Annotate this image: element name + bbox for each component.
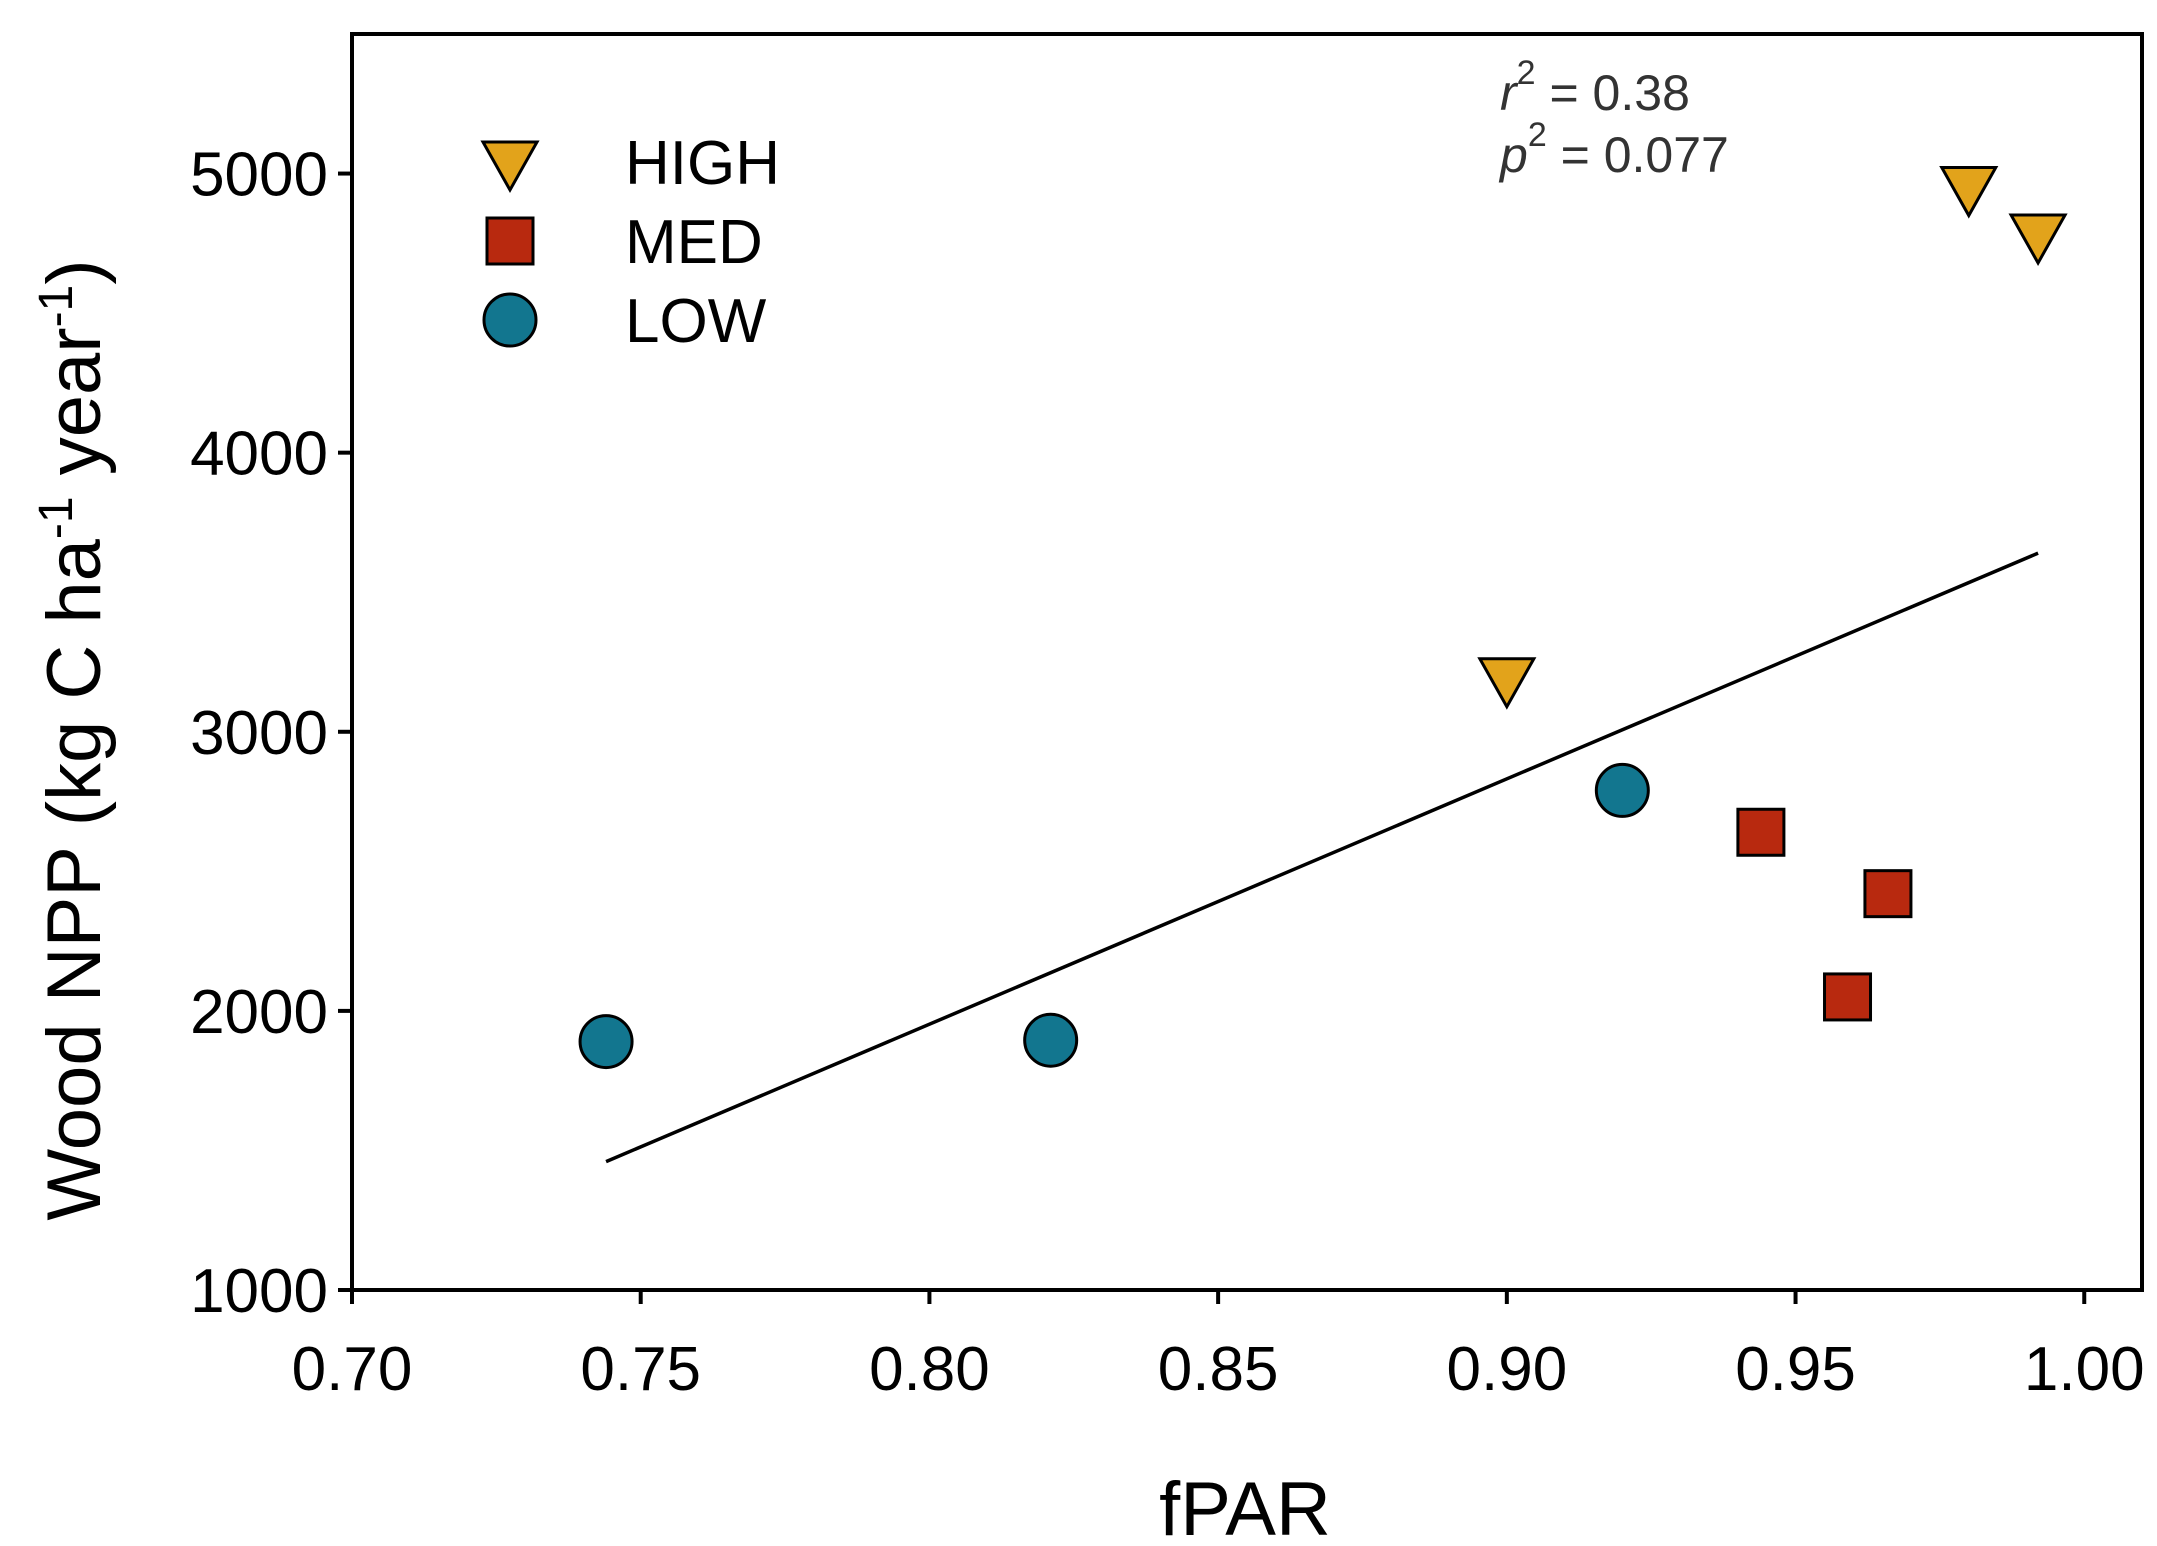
data-point-low — [1023, 1012, 1079, 1068]
p-squared-label: p2 = 0.077 — [1498, 116, 1729, 183]
y-tick-label: 2000 — [190, 978, 328, 1047]
data-point-med — [1736, 807, 1786, 857]
legend-label-low: LOW — [625, 287, 767, 356]
legend-marker-high — [480, 140, 540, 194]
r-sup: 2 — [1517, 54, 1536, 92]
legend: HIGH MED LOW — [480, 129, 780, 356]
data-point-high — [2008, 213, 2068, 267]
p-symbol: p — [1498, 127, 1528, 183]
y-axis: 1000 2000 3000 4000 5000 — [190, 141, 352, 1326]
x-tick-label: 0.95 — [1735, 1335, 1856, 1404]
r-symbol: r — [1500, 65, 1519, 121]
data-point-high — [1477, 657, 1537, 710]
y-axis-title-sup2: -1 — [30, 285, 83, 328]
data-point-high — [1939, 166, 1999, 219]
p-value: = 0.077 — [1547, 127, 1729, 183]
x-tick-label: 0.70 — [292, 1335, 413, 1404]
x-tick-label: 1.00 — [2024, 1335, 2145, 1404]
y-tick-label: 5000 — [190, 141, 328, 210]
y-tick-label: 3000 — [190, 699, 328, 768]
r-value: = 0.38 — [1536, 65, 1690, 121]
x-tick-label: 0.90 — [1447, 1335, 1568, 1404]
legend-label-med: MED — [625, 208, 763, 277]
data-points — [578, 166, 2068, 1070]
x-axis-title: fPAR — [1159, 1467, 1331, 1546]
y-axis-title-mid: year — [32, 327, 117, 496]
p-sup: 2 — [1528, 116, 1547, 154]
legend-marker-low — [482, 292, 538, 348]
data-point-med — [1863, 869, 1913, 919]
y-tick-label: 4000 — [190, 420, 328, 489]
legend-label-high: HIGH — [625, 129, 780, 198]
y-axis-title-sup1: -1 — [30, 496, 83, 539]
x-tick-label: 0.75 — [580, 1335, 701, 1404]
r-squared-label: r2 = 0.38 — [1500, 54, 1690, 121]
data-point-med — [1823, 972, 1873, 1022]
x-axis: 0.70 0.75 0.80 0.85 0.90 0.95 1.00 — [292, 1290, 2145, 1404]
x-tick-label: 0.85 — [1158, 1335, 1279, 1404]
y-tick-label: 1000 — [190, 1257, 328, 1326]
legend-marker-med — [485, 216, 535, 266]
regression-line — [605, 551, 2039, 1164]
data-point-low — [578, 1014, 634, 1070]
y-axis-title-main: Wood NPP (kg C ha — [32, 538, 117, 1220]
y-axis-title-end: ) — [32, 259, 117, 284]
y-axis-title: Wood NPP (kg C ha-1 year-1) — [30, 259, 117, 1220]
data-point-low — [1594, 762, 1650, 818]
x-tick-label: 0.80 — [869, 1335, 990, 1404]
plot-frame — [350, 32, 2144, 1292]
